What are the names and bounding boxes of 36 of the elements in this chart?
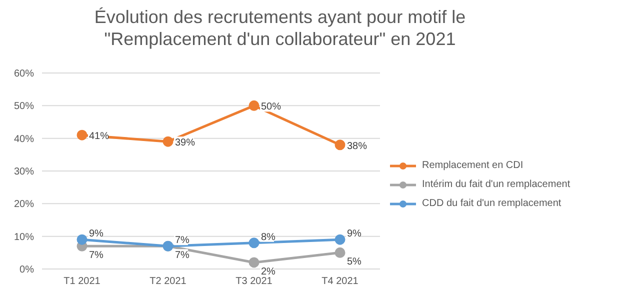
- data-label: 2%: [261, 266, 276, 278]
- data-label: 41%: [89, 131, 110, 142]
- data-label: 39%: [175, 138, 196, 149]
- x-tick-label: T2 2021: [150, 276, 187, 288]
- y-tick-label: 40%: [14, 134, 34, 145]
- data-label: 7%: [89, 250, 104, 262]
- y-tick-label: 0%: [20, 264, 34, 276]
- point: [248, 238, 260, 248]
- x-tick-label: T4 2021: [322, 276, 359, 288]
- y-tick-label: 50%: [14, 101, 34, 112]
- y-tick-label: 20%: [14, 199, 34, 210]
- data-label: 7%: [175, 250, 190, 262]
- point: [334, 247, 346, 258]
- data-label: 38%: [347, 140, 368, 152]
- y-tick-label: 60%: [14, 68, 34, 80]
- point: [334, 140, 346, 150]
- x-tick-label: T1 2021: [64, 276, 101, 288]
- point: [334, 234, 346, 245]
- data-label: 50%: [261, 102, 282, 113]
- y-tick-label: 10%: [14, 232, 34, 243]
- data-label: 7%: [175, 235, 190, 246]
- legend-label: Intérim du fait d'un remplacement: [422, 179, 570, 190]
- point: [248, 257, 260, 268]
- data-label: 9%: [347, 228, 362, 240]
- chart-title: Évolution des recrutements ayant pour motif le "Remplacement d'un collaborateur" en 2021: [93, 6, 467, 50]
- data-label: 5%: [347, 256, 362, 268]
- point: [76, 130, 88, 140]
- data-label: 8%: [261, 232, 276, 243]
- y-tick-label: 30%: [14, 166, 34, 178]
- point: [76, 234, 88, 245]
- x-tick-label: T3 2021: [236, 276, 273, 288]
- point: [248, 100, 260, 111]
- legend-label: Remplacement en CDI: [422, 160, 524, 171]
- legend-label: CDD du fait d'un remplacement: [422, 198, 562, 209]
- point: [162, 136, 174, 147]
- data-label: 9%: [89, 228, 104, 240]
